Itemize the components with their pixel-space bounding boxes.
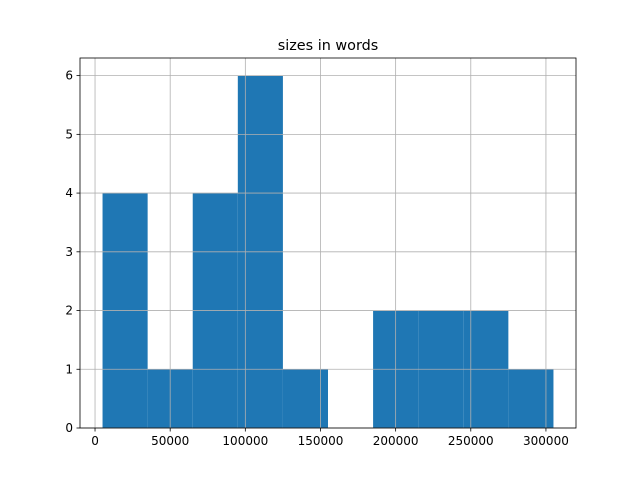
y-tick-label: 2 [65,304,73,318]
y-tick-label: 5 [65,127,73,141]
y-tick-label: 1 [65,362,73,376]
x-tick-label: 100000 [222,434,268,448]
x-tick-label: 50000 [151,434,189,448]
x-tick-label: 200000 [373,434,419,448]
chart-title: sizes in words [278,38,379,54]
x-tick-label: 0 [91,434,99,448]
x-tick-label: 300000 [523,434,569,448]
x-tick-label: 250000 [448,434,494,448]
y-tick-label: 0 [65,421,73,435]
y-tick-label: 4 [65,186,73,200]
bar [282,369,328,428]
y-tick-label: 3 [65,245,73,259]
bar [508,369,554,428]
x-tick-label: 150000 [298,434,344,448]
y-tick-label: 6 [65,69,73,83]
plot-frame [79,57,577,429]
